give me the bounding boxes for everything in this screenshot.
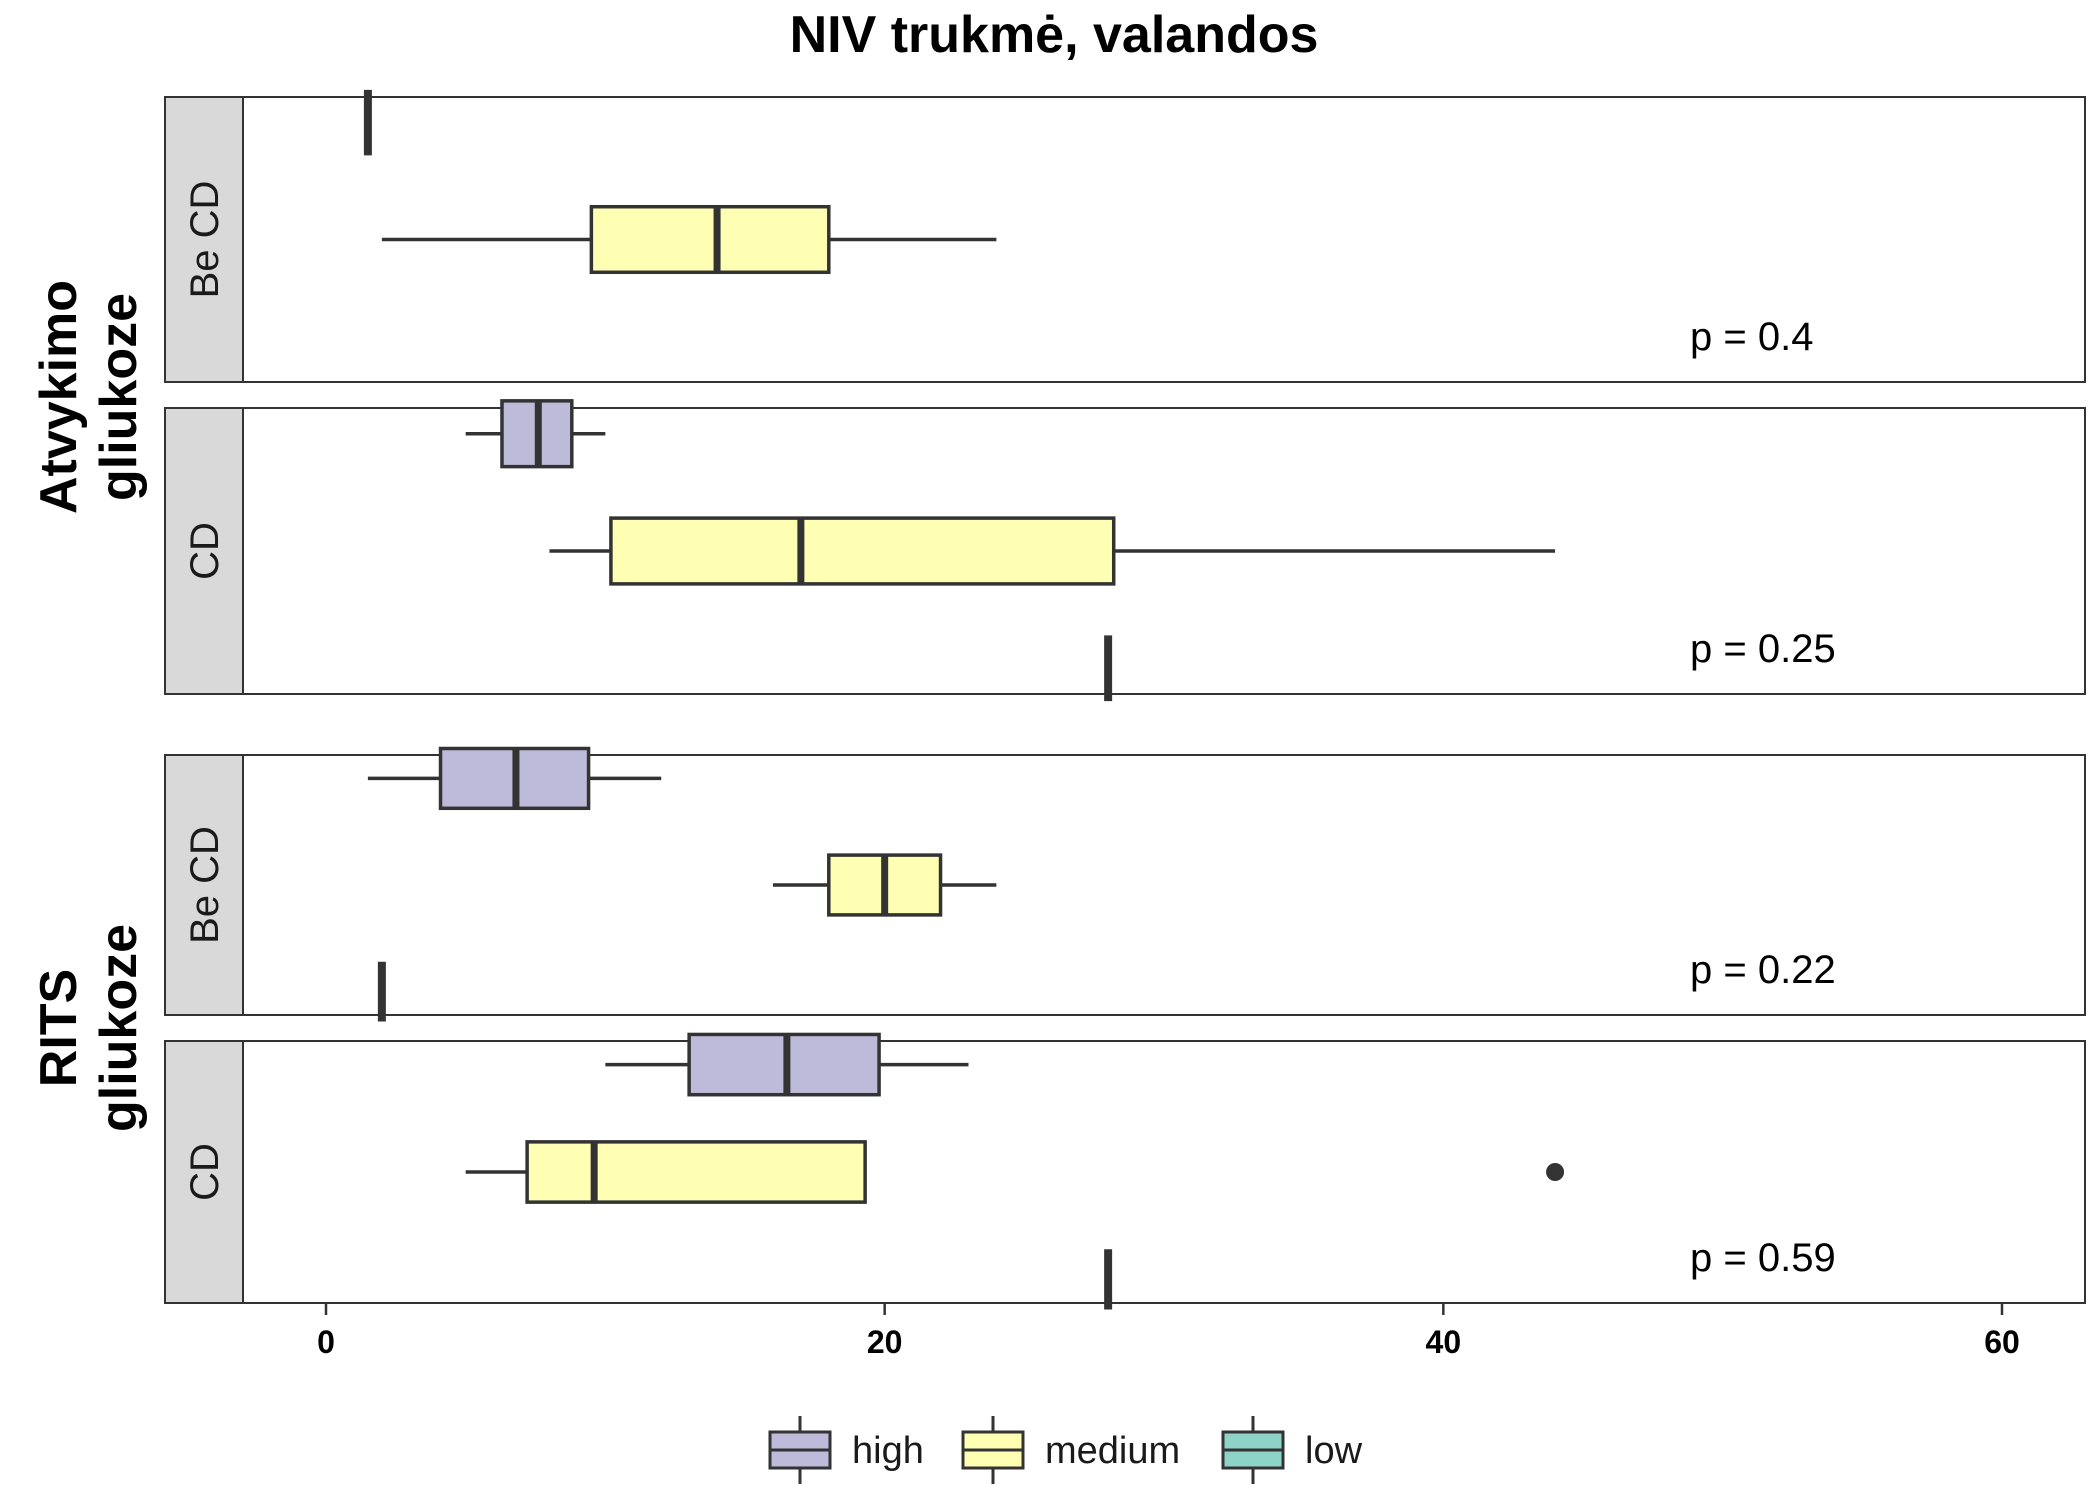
p-value-label: p = 0.22 (1690, 948, 1836, 992)
strip-background (164, 96, 244, 383)
box-medium (589, 204, 831, 275)
outlier-point (1546, 1163, 1565, 1181)
chart-title: NIV trukmė, valandos (790, 6, 1319, 64)
legend-label-medium: medium (1045, 1430, 1180, 1472)
strip-background (164, 407, 244, 695)
x-tick-label: 40 (1426, 1324, 1462, 1360)
group-label-line: RITS (30, 969, 88, 1087)
panel: Be CD p = 0.22 (164, 746, 2086, 1022)
group-label-line: Atvykimo (30, 280, 88, 514)
x-tick-label: 0 (317, 1324, 335, 1360)
x-axis: 0 20 40 60 (317, 1303, 2020, 1360)
p-value-label: p = 0.25 (1690, 627, 1836, 671)
panel: CD p = 0.25 (164, 399, 2086, 702)
group-label-line: gliukoze (90, 293, 148, 501)
strip-label: Be CD (183, 181, 227, 299)
panel: Be CD p = 0.4 (164, 89, 2086, 383)
legend: high medium low (768, 1416, 1363, 1484)
group-label: RITSgliukoze (30, 924, 148, 1132)
legend-label-high: high (852, 1430, 924, 1472)
strip-label: Be CD (183, 826, 227, 944)
strip-label: CD (183, 522, 227, 580)
strip-label: CD (183, 1143, 227, 1201)
p-value-label: p = 0.59 (1690, 1236, 1836, 1280)
legend-label-low: low (1305, 1430, 1363, 1472)
legend-item-medium: medium (961, 1416, 1180, 1484)
box-medium (525, 1140, 867, 1204)
x-tick-label: 20 (867, 1324, 903, 1360)
panel: CD p = 0.59 (164, 1032, 2086, 1310)
p-value-label: p = 0.4 (1690, 315, 1813, 359)
legend-item-high: high (768, 1416, 924, 1484)
strip-background (164, 754, 244, 1016)
x-tick-label: 60 (1984, 1324, 2020, 1360)
strip-background (164, 1040, 244, 1304)
group-label: Atvykimogliukoze (30, 280, 148, 514)
legend-item-low: low (1221, 1416, 1363, 1484)
box-medium (609, 516, 1116, 586)
group-label-line: gliukoze (90, 924, 148, 1132)
